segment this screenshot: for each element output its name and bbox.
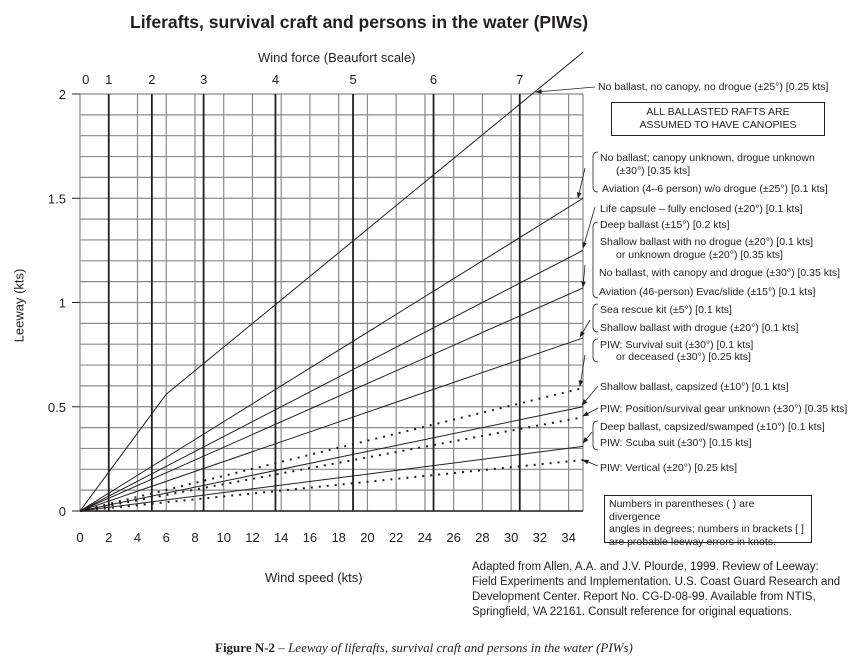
x-tick-label: 4	[134, 530, 141, 545]
annotation-arrow	[581, 385, 599, 406]
note-line: ALL BALLASTED RAFTS ARE	[646, 106, 790, 118]
beaufort-tick-label: 2	[148, 72, 155, 87]
annotation-label: PIW: Position/survival gear unknown (±30…	[600, 403, 848, 415]
y-tick-label: 0.5	[48, 400, 66, 415]
y-tick-label: 1.5	[48, 191, 66, 206]
annotation-arrow	[582, 206, 596, 249]
beaufort-tick-label: 4	[272, 72, 279, 87]
annotation-label: Sea rescue kit (±5°) [0.1 kts]	[600, 304, 732, 316]
annotation-label: (±30°) [0.35 kts]	[616, 165, 691, 177]
notation-legend-note: Numbers in parentheses ( ) are divergenc…	[604, 495, 812, 548]
annotation-label: Deep ballast (±15°) [0.2 kts]	[600, 219, 730, 231]
beaufort-tick-label: 6	[430, 72, 437, 87]
x-tick-label: 20	[360, 530, 374, 545]
annotation-label: PIW: Survival suit (±30°) [0.1 kts]	[600, 339, 754, 351]
x-tick-label: 22	[389, 530, 403, 545]
x-tick-label: 24	[418, 530, 432, 545]
series-line	[79, 445, 584, 512]
x-tick-label: 32	[533, 530, 547, 545]
annotation-label: No ballast; canopy unknown, drogue unkno…	[600, 152, 815, 164]
series-line	[79, 287, 584, 512]
annotation-label: Aviation (4–6 person) w/o drogue (±25°) …	[602, 183, 828, 195]
group-brace	[592, 338, 599, 363]
x-tick-label: 28	[475, 530, 489, 545]
annotation-arrow	[578, 354, 586, 387]
y-tick-label: 0	[59, 504, 66, 519]
note-line: are probable leeway errors in knots.	[609, 535, 776, 548]
annotation-arrow	[581, 264, 586, 288]
annotation-label: Aviation (46-person) Evac/slide (±15°) […	[599, 286, 816, 298]
group-brace	[592, 303, 599, 333]
x-tick-label: 30	[504, 530, 518, 545]
x-tick-label: 2	[105, 530, 112, 545]
series-line	[79, 337, 584, 512]
beaufort-axis-title: Wind force (Beaufort scale)	[258, 50, 416, 65]
annotation-label: No ballast, no canopy, no drogue (±25°) …	[598, 81, 829, 93]
annotation-label: PIW: Vertical (±20°) [0.25 kts]	[600, 462, 737, 474]
x-tick-label: 16	[303, 530, 317, 545]
series-line	[79, 51, 584, 512]
annotation-label: Deep ballast, capsized/swamped (±10°) [0…	[600, 421, 825, 433]
annotation-label: Shallow ballast with drogue (±20°) [0.1 …	[600, 322, 799, 334]
x-axis-label: Wind speed (kts)	[265, 570, 363, 585]
citation: Adapted from Allen, A.A. and J.V. Plourd…	[472, 561, 841, 618]
annotation-label: Shallow ballast, capsized (±10°) [0.1 kt…	[600, 381, 789, 393]
y-tick-label: 2	[59, 87, 66, 102]
group-brace	[592, 420, 599, 451]
group-brace	[592, 151, 599, 193]
series-line	[79, 197, 584, 512]
x-tick-label: 18	[331, 530, 345, 545]
annotation-label: or unknown drogue (±20°) [0.35 kts]	[616, 249, 783, 261]
x-tick-label: 26	[446, 530, 460, 545]
x-tick-label: 34	[561, 530, 575, 545]
x-tick-label: 12	[245, 530, 259, 545]
x-tick-label: 0	[76, 530, 83, 545]
annotation-label: or deceased (±30°) [0.25 kts]	[616, 351, 751, 363]
figure-caption: Figure N-2 – Leeway of liferafts, surviv…	[215, 640, 633, 656]
y-axis-label: Leeway (kts)	[11, 268, 27, 343]
annotation-label: PIW: Scuba suit (±30°) [0.15 kts]	[600, 437, 752, 449]
note-line: ASSUMED TO HAVE CANOPIES	[639, 118, 797, 131]
annotation-label: No ballast, with canopy and drogue (±30°…	[599, 267, 841, 279]
caption-label: Figure N-2	[215, 640, 276, 655]
y-tick-label: 1	[59, 296, 66, 311]
ballasted-rafts-note: ALL BALLASTED RAFTS ARE ASSUMED TO HAVE …	[611, 102, 825, 136]
caption-text: – Leeway of liferafts, survival craft an…	[275, 640, 633, 655]
note-line: angles in degrees; numbers in brackets […	[609, 523, 804, 535]
annotation-arrow	[582, 431, 593, 444]
x-tick-label: 6	[163, 530, 170, 545]
annotation-arrow	[576, 167, 586, 199]
note-line: Numbers in parentheses ( ) are divergenc…	[609, 498, 755, 523]
beaufort-tick-label: 7	[516, 72, 523, 87]
annotation-label: Life capsule – fully enclosed (±20°) [0.…	[600, 203, 803, 215]
annotation-arrow	[535, 86, 596, 94]
annotation-arrow	[582, 407, 599, 417]
beaufort-tick-label: 1	[105, 72, 112, 87]
beaufort-tick-label: 0	[82, 72, 89, 87]
x-tick-label: 8	[191, 530, 198, 545]
x-tick-label: 10	[216, 530, 230, 545]
annotation-arrow	[579, 319, 591, 338]
beaufort-tick-label: 5	[349, 72, 356, 87]
series-line	[79, 249, 584, 512]
chart-title: Liferafts, survival craft and persons in…	[130, 12, 589, 32]
beaufort-tick-label: 3	[200, 72, 207, 87]
annotation-label: Shallow ballast with no drogue (±20°) [0…	[600, 236, 814, 248]
annotation-arrow	[582, 459, 599, 467]
series-line	[79, 406, 584, 512]
group-brace	[592, 221, 599, 299]
x-tick-label: 14	[274, 530, 288, 545]
